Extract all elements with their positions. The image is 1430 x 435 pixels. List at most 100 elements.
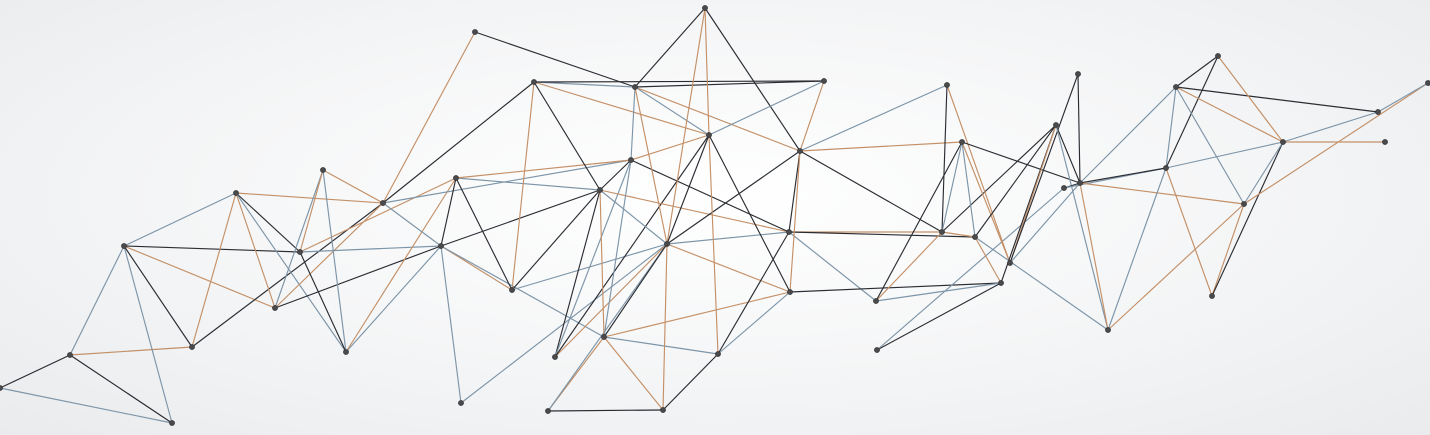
network-node	[189, 344, 195, 350]
network-edge	[123, 192, 237, 247]
network-edge	[875, 282, 1002, 302]
network-edge	[603, 159, 632, 338]
network-node	[233, 190, 239, 196]
network-edge	[603, 291, 791, 338]
network-edge	[455, 159, 632, 179]
network-edge	[382, 81, 535, 204]
network-edge	[1079, 167, 1167, 184]
network-edge	[274, 169, 324, 309]
network-edge	[599, 159, 632, 191]
network-edge	[554, 189, 601, 358]
network-edge	[662, 353, 719, 411]
network-edge	[533, 81, 710, 136]
network-edge	[1211, 141, 1284, 297]
network-edge	[603, 336, 719, 355]
network-node	[821, 78, 827, 84]
network-node	[531, 79, 537, 85]
network-node	[472, 29, 478, 35]
network-edge	[634, 86, 710, 136]
network-edge	[788, 150, 801, 233]
network-edge	[1055, 124, 1081, 184]
network-edge	[941, 231, 976, 238]
network-edge	[345, 177, 457, 353]
network-node	[0, 385, 3, 391]
network-node	[939, 229, 945, 235]
network-node	[786, 229, 792, 235]
network-edge	[299, 251, 347, 353]
network-edge	[299, 177, 457, 253]
network-node	[1173, 84, 1179, 90]
network-edge	[345, 245, 442, 353]
network-edge	[322, 169, 384, 204]
network-edge	[666, 134, 710, 245]
network-node	[632, 84, 638, 90]
network-node	[272, 305, 278, 311]
network-node	[343, 349, 349, 355]
network-node	[1425, 80, 1430, 86]
network-edge	[662, 243, 668, 411]
network-edge	[634, 7, 706, 88]
network-node	[660, 407, 666, 413]
network-edge	[123, 245, 173, 424]
network-node	[1061, 185, 1067, 191]
network-node	[1241, 201, 1247, 207]
network-edge	[799, 84, 948, 152]
network-edge	[533, 81, 636, 88]
network-edge	[974, 236, 1002, 284]
network-edge	[1175, 86, 1245, 205]
network-edge	[511, 81, 535, 291]
network-node	[1280, 139, 1286, 145]
network-node	[552, 354, 558, 360]
network-node	[797, 148, 803, 154]
network-node	[1163, 165, 1169, 171]
network-edge	[533, 80, 825, 83]
network-edge	[630, 159, 790, 233]
network-node	[1053, 122, 1059, 128]
network-edge	[235, 192, 276, 309]
network-edge	[455, 177, 513, 291]
network-edge	[382, 31, 476, 204]
network-edge	[1175, 86, 1379, 113]
network-edge	[123, 245, 301, 253]
network-edge	[1243, 141, 1284, 205]
network-edge	[554, 159, 632, 358]
network-edge	[1282, 111, 1379, 143]
network-node	[1375, 109, 1381, 115]
network-edge	[299, 245, 442, 253]
network-edge	[789, 150, 801, 293]
network-edge	[455, 177, 601, 191]
network-node	[706, 132, 712, 138]
network-edge	[974, 124, 1057, 238]
network-edge	[0, 354, 71, 389]
network-edge	[191, 192, 237, 348]
network-edge	[946, 84, 1011, 264]
network-node	[715, 351, 721, 357]
network-node	[453, 175, 459, 181]
network-node	[545, 408, 551, 414]
network-edge	[630, 134, 710, 161]
network-edge	[634, 86, 801, 152]
network-edge	[634, 80, 825, 88]
network-edge	[717, 231, 790, 355]
network-edge	[666, 150, 801, 245]
network-edge	[0, 387, 173, 424]
network-edge	[599, 189, 605, 338]
network-node	[601, 334, 607, 340]
network-edge	[666, 7, 706, 245]
network-edge	[788, 231, 976, 238]
network-node	[998, 280, 1004, 286]
network-edge	[634, 86, 668, 245]
network-edge	[875, 231, 943, 302]
network-edge	[123, 245, 193, 348]
network-edge	[941, 141, 963, 233]
network-edge	[235, 192, 384, 204]
network-edge	[382, 159, 632, 204]
network-edge	[547, 409, 664, 412]
network-edges	[0, 7, 1429, 424]
network-edge	[1079, 182, 1109, 331]
network-node	[873, 298, 879, 304]
network-node	[972, 234, 978, 240]
network-edge	[440, 245, 605, 338]
network-node	[787, 289, 793, 295]
